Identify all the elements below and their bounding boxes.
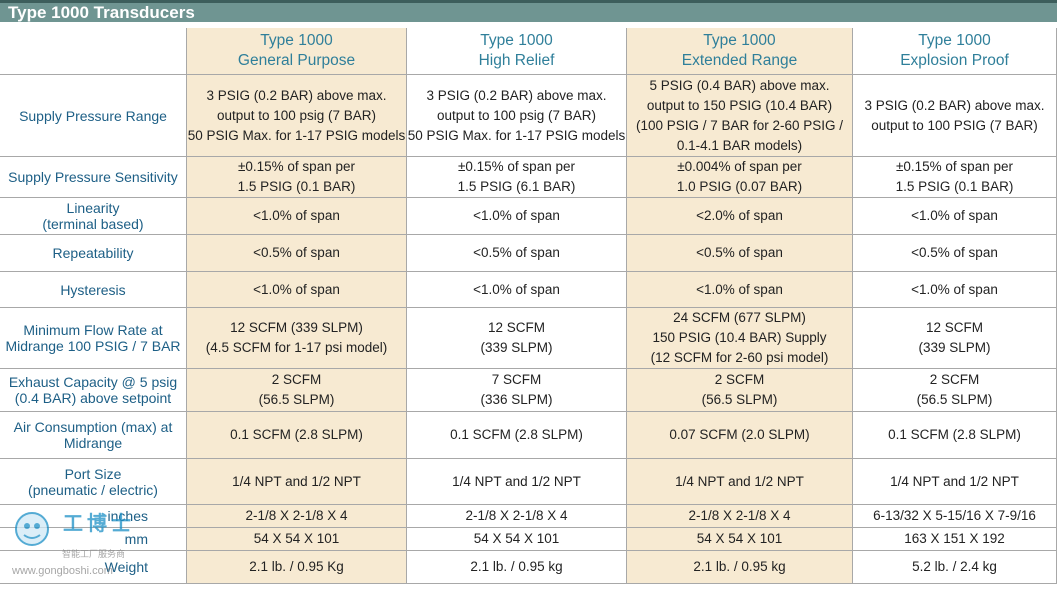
row-label: Minimum Flow Rate at Midrange 100 PSIG /… [0,308,187,369]
spec-cell: 54 X 54 X 101 [407,528,627,551]
column-header: Type 1000 Explosion Proof [853,28,1057,75]
spec-cell: 0.07 SCFM (2.0 SLPM) [627,412,853,459]
spec-cell: 3 PSIG (0.2 BAR) above max. output to 10… [853,75,1057,157]
spec-cell: <1.0% of span [853,198,1057,235]
spec-cell: 7 SCFM (336 SLPM) [407,369,627,412]
spec-cell: 12 SCFM (339 SLPM) [853,308,1057,369]
spec-cell: <1.0% of span [853,272,1057,308]
spec-cell: 3 PSIG (0.2 BAR) above max. output to 10… [407,75,627,157]
spec-cell: 2 SCFM (56.5 SLPM) [627,369,853,412]
spec-cell: 2.1 lb. / 0.95 kg [627,551,853,584]
watermark-brand: 工博士 [63,513,135,535]
spec-cell: 0.1 SCFM (2.8 SLPM) [407,412,627,459]
spec-cell: 2 SCFM (56.5 SLPM) [187,369,407,412]
spec-cell: 24 SCFM (677 SLPM) 150 PSIG (10.4 BAR) S… [627,308,853,369]
row-label: Repeatability [0,235,187,272]
spec-cell: 1/4 NPT and 1/2 NPT [627,459,853,505]
spec-cell: 12 SCFM (339 SLPM) (4.5 SCFM for 1-17 ps… [187,308,407,369]
spec-cell: 0.1 SCFM (2.8 SLPM) [187,412,407,459]
row-label: Linearity (terminal based) [0,198,187,235]
spec-cell: <2.0% of span [627,198,853,235]
spec-cell: <0.5% of span [853,235,1057,272]
spec-cell: <1.0% of span [407,272,627,308]
column-header: Type 1000 Extended Range [627,28,853,75]
row-label: Hysteresis [0,272,187,308]
spec-cell: 2.1 lb. / 0.95 Kg [187,551,407,584]
spec-cell: <0.5% of span [187,235,407,272]
spec-cell: ±0.004% of span per 1.0 PSIG (0.07 BAR) [627,157,853,198]
row-label: mm [0,528,187,551]
spec-cell: 163 X 151 X 192 [853,528,1057,551]
spec-cell: 54 X 54 X 101 [187,528,407,551]
watermark-url: www.gongboshi.com [12,565,113,577]
spec-cell: <1.0% of span [627,272,853,308]
spec-cell: 2-1/8 X 2-1/8 X 4 [627,505,853,528]
spec-cell: <1.0% of span [187,198,407,235]
spec-cell: ±0.15% of span per 1.5 PSIG (0.1 BAR) [187,157,407,198]
row-label: Exhaust Capacity @ 5 psig (0.4 BAR) abov… [0,369,187,412]
spec-cell: 1/4 NPT and 1/2 NPT [407,459,627,505]
row-label: Supply Pressure Range [0,75,187,157]
spec-cell: ±0.15% of span per 1.5 PSIG (6.1 BAR) [407,157,627,198]
spec-cell: 2-1/8 X 2-1/8 X 4 [407,505,627,528]
spec-cell: 1/4 NPT and 1/2 NPT [853,459,1057,505]
spec-cell: 2-1/8 X 2-1/8 X 4 [187,505,407,528]
spec-cell: 2 SCFM (56.5 SLPM) [853,369,1057,412]
spec-cell: <0.5% of span [407,235,627,272]
spec-cell: 6-13/32 X 5-15/16 X 7-9/16 [853,505,1057,528]
row-label: Supply Pressure Sensitivity [0,157,187,198]
row-label: Port Size (pneumatic / electric) [0,459,187,505]
row-label: Air Consumption (max) at Midrange [0,412,187,459]
spec-cell: 5.2 lb. / 2.4 kg [853,551,1057,584]
spec-cell: 1/4 NPT and 1/2 NPT [187,459,407,505]
title-bar: Type 1000 Transducers [0,0,1057,22]
row-label: inches [0,505,187,528]
spec-cell: 0.1 SCFM (2.8 SLPM) [853,412,1057,459]
spec-cell: 12 SCFM (339 SLPM) [407,308,627,369]
spec-cell: <1.0% of span [187,272,407,308]
spec-cell: ±0.15% of span per 1.5 PSIG (0.1 BAR) [853,157,1057,198]
column-header: Type 1000 General Purpose [187,28,407,75]
spec-cell: <0.5% of span [627,235,853,272]
spec-cell: <1.0% of span [407,198,627,235]
spec-cell: 54 X 54 X 101 [627,528,853,551]
watermark-logo [15,512,49,546]
spec-cell: 2.1 lb. / 0.95 kg [407,551,627,584]
watermark-tagline: 智能工厂服务商 [62,549,126,559]
column-header: Type 1000 High Relief [407,28,627,75]
spec-cell: 3 PSIG (0.2 BAR) above max. output to 10… [187,75,407,157]
spec-cell: 5 PSIG (0.4 BAR) above max. output to 15… [627,75,853,157]
corner-cell [0,28,187,75]
watermark: 工博士 智能工厂服务商 www.gongboshi.com [8,505,158,585]
row-label: Weight [0,551,187,584]
